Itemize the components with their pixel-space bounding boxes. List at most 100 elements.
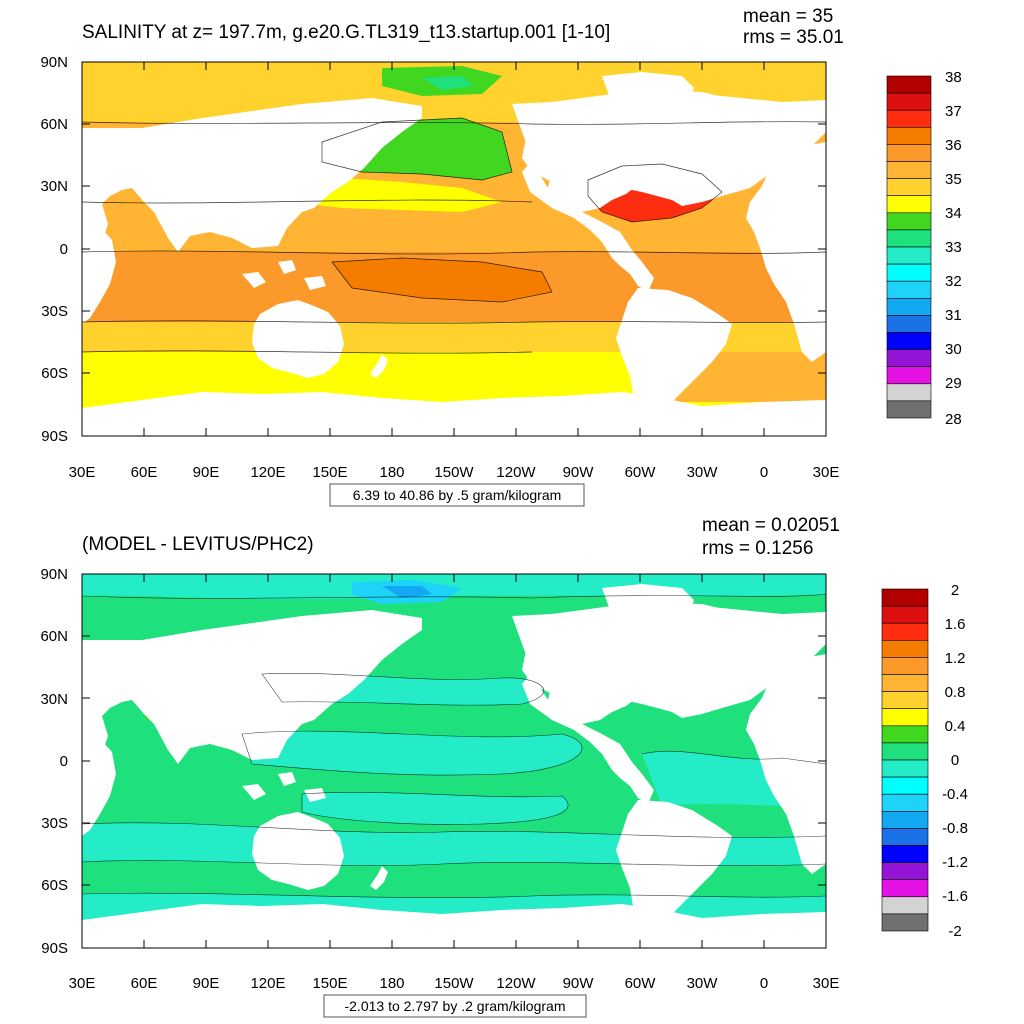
- top-xtick-label: 60E: [131, 464, 158, 481]
- bottom-colorbar-label: -0.8: [942, 820, 968, 837]
- top-ytick-label: 30S: [41, 303, 68, 320]
- bottom-ytick-label: 30N: [40, 691, 68, 708]
- top-colorbar: [886, 75, 932, 419]
- bottom-colorbar: [881, 588, 929, 932]
- bottom-xtick-label: 30W: [687, 975, 719, 992]
- top-xtick-label: 90E: [193, 464, 220, 481]
- top-colorbar-swatch: [886, 178, 932, 197]
- bottom-xtick-label: 90E: [193, 975, 220, 992]
- bottom-mean: mean = 0.02051: [702, 515, 840, 536]
- top-colorbar-swatch: [886, 212, 932, 231]
- top-colorbar-label: 31: [945, 307, 962, 324]
- top-colorbar-swatch: [886, 400, 932, 419]
- bottom-colorbar-swatch: [881, 879, 929, 898]
- bottom-colorbar-swatch: [881, 639, 929, 658]
- top-range-box: 6.39 to 40.86 by .5 gram/kilogram: [329, 483, 585, 507]
- top-ytick-label: 30N: [40, 178, 68, 195]
- top-mean: mean = 35: [743, 6, 833, 27]
- bottom-ytick-label: 60S: [41, 877, 68, 894]
- bottom-colorbar-swatch: [881, 793, 929, 812]
- top-colorbar-label: 38: [945, 69, 962, 86]
- bottom-colorbar-swatch: [881, 691, 929, 709]
- bottom-map: [81, 573, 827, 964]
- top-ytick-label: 90N: [40, 54, 68, 71]
- top-rms: rms = 35.01: [743, 27, 844, 48]
- bottom-colorbar-swatch: [881, 605, 929, 624]
- top-colorbar-label: 32: [945, 273, 962, 290]
- top-xtick-label: 30E: [813, 464, 840, 481]
- top-colorbar-swatch: [886, 349, 932, 368]
- bottom-colorbar-swatch: [881, 657, 929, 675]
- bottom-colorbar-label: -1.2: [942, 854, 968, 871]
- top-xtick-label: 120W: [496, 464, 536, 481]
- top-xtick-label: 30W: [687, 464, 719, 481]
- top-colorbar-swatch: [886, 195, 932, 214]
- bottom-colorbar-label: 0.4: [945, 718, 966, 735]
- bottom-colorbar-swatch: [881, 588, 929, 607]
- top-colorbar-swatch: [886, 263, 932, 282]
- bottom-colorbar-label: 1.2: [945, 650, 966, 667]
- bottom-colorbar-label: 0.8: [945, 684, 966, 701]
- top-xtick-label: 150W: [434, 464, 474, 481]
- top-colorbar-label: 30: [945, 341, 962, 358]
- bottom-colorbar-swatch: [881, 828, 929, 846]
- bottom-ticks: [82, 574, 826, 948]
- bottom-rms: rms = 0.1256: [702, 538, 813, 559]
- bottom-xtick-label: 150W: [434, 975, 474, 992]
- top-colorbar-swatch: [886, 75, 932, 94]
- bottom-xtick-label: 120E: [250, 975, 285, 992]
- bottom-ytick-label: 90N: [40, 566, 68, 583]
- top-colorbar-swatch: [886, 280, 932, 299]
- bottom-colorbar-label: 0: [951, 752, 959, 769]
- top-ticks: [81, 62, 826, 436]
- top-colorbar-swatch: [886, 315, 932, 333]
- top-xtick-label: 120E: [250, 464, 285, 481]
- top-colorbar-label: 33: [945, 239, 962, 256]
- bottom-colorbar-swatch: [881, 708, 929, 727]
- bottom-ytick-label: 30S: [41, 815, 68, 832]
- top-xtick-label: 150E: [312, 464, 347, 481]
- top-xtick-label: 180: [379, 464, 404, 481]
- bottom-colorbar-swatch: [881, 674, 929, 692]
- bottom-title: (MODEL - LEVITUS/PHC2): [82, 534, 314, 555]
- top-colorbar-swatch: [886, 366, 932, 385]
- bottom-colorbar-label: -2: [948, 923, 961, 940]
- bottom-colorbar-swatch: [881, 725, 929, 744]
- top-colorbar-swatch: [886, 109, 932, 128]
- panel-top: SALINITY at z= 197.7m, g.e20.G.TL319_t13…: [40, 6, 962, 507]
- bottom-colorbar-label: 1.6: [945, 616, 966, 633]
- top-xtick-label: 60W: [625, 464, 657, 481]
- top-colorbar-label: 28: [945, 411, 962, 428]
- bottom-xtick-label: 90W: [563, 975, 595, 992]
- top-colorbar-swatch: [886, 144, 932, 162]
- bottom-xtick-label: 180: [379, 975, 404, 992]
- top-colorbar-label: 34: [945, 205, 962, 222]
- top-colorbar-label: 36: [945, 137, 962, 154]
- top-colorbar-swatch: [886, 229, 932, 248]
- top-xtick-label: 0: [760, 464, 768, 481]
- bottom-colorbar-label: 2: [951, 582, 959, 599]
- top-colorbar-label: 37: [945, 103, 962, 120]
- bottom-colorbar-label: -0.4: [942, 786, 968, 803]
- bottom-colorbar-swatch: [881, 845, 929, 863]
- bottom-colorbar-swatch: [881, 862, 929, 880]
- top-colorbar-swatch: [886, 297, 932, 316]
- bottom-xtick-label: 120W: [496, 975, 536, 992]
- top-map: [81, 61, 827, 452]
- bottom-x-axis: 30E 60E 90E 120E 150E 180 150W 120W 90W …: [69, 975, 840, 992]
- bottom-colorbar-labels: 2 1.6 1.2 0.8 0.4 0 -0.4 -0.8 -1.2 -1.6 …: [942, 582, 968, 940]
- top-colorbar-swatch: [886, 92, 932, 111]
- top-xtick-label: 30E: [69, 464, 96, 481]
- bottom-range-box: -2.013 to 2.797 by .2 gram/kilogram: [323, 994, 587, 1018]
- bottom-ytick-label: 90S: [41, 940, 68, 957]
- top-title: SALINITY at z= 197.7m, g.e20.G.TL319_t13…: [82, 22, 610, 43]
- bottom-range-text: -2.013 to 2.797 by .2 gram/kilogram: [344, 998, 565, 1014]
- bottom-ytick-label: 0: [60, 753, 68, 770]
- bottom-ytick-label: 60N: [40, 628, 68, 645]
- top-range-text: 6.39 to 40.86 by .5 gram/kilogram: [353, 487, 562, 503]
- bottom-colorbar-swatch: [881, 776, 929, 795]
- bottom-xtick-label: 150E: [312, 975, 347, 992]
- top-colorbar-swatch: [886, 383, 932, 402]
- top-colorbar-swatch: [886, 161, 932, 179]
